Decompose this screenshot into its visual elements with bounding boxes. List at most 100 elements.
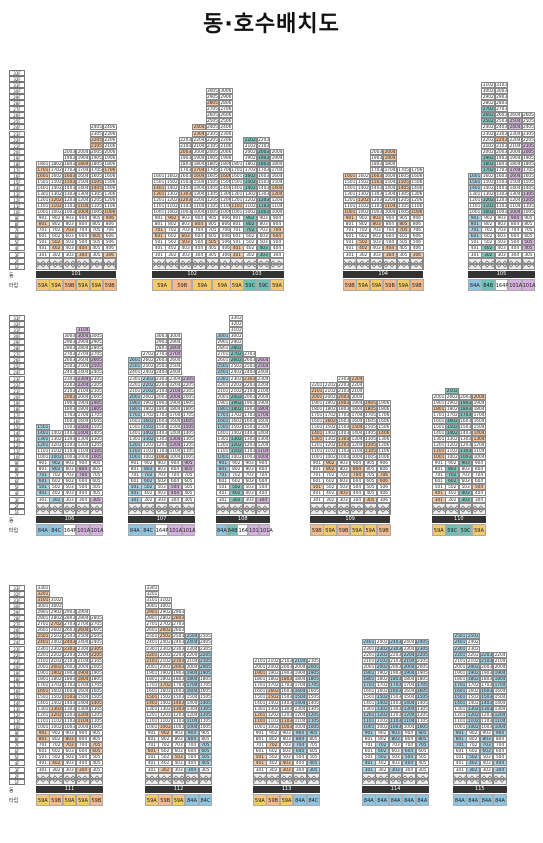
unit-cell: 1305 xyxy=(89,191,104,197)
unit-type-cell: 59A xyxy=(432,523,446,536)
unit-cell: 606 xyxy=(103,233,117,240)
unit-cell: 1303 xyxy=(494,191,509,197)
unit-cell: 406 xyxy=(410,245,424,252)
unit-cell: 1204 xyxy=(76,197,90,204)
unit-type-cell: 84A xyxy=(293,793,307,806)
unit-cell: 302 xyxy=(49,251,64,258)
unit-cell: 1904 xyxy=(192,154,206,161)
unit-cell: 1006 xyxy=(103,209,117,216)
unit-cell: 1904 xyxy=(508,154,522,161)
unit-type-cell: 59A xyxy=(49,278,63,291)
unit-cell: 1803 xyxy=(256,160,271,167)
unit-cell: 1002 xyxy=(481,209,496,216)
unit-cell: 1604 xyxy=(270,172,284,179)
dong-number: 106 xyxy=(36,515,103,523)
unit-cell: 701 xyxy=(230,227,244,234)
unit-cell: 704 xyxy=(508,227,522,234)
dong-number: 115 xyxy=(453,785,507,793)
unit-cell: 303 xyxy=(62,251,77,258)
unit-cell: 2505 xyxy=(205,118,220,125)
unit-cell: 1603 xyxy=(62,172,77,179)
unit-cell: 1304 xyxy=(270,191,284,197)
unit-cell: 1504 xyxy=(192,178,206,185)
unit-cell: 1703 xyxy=(62,411,77,418)
floor-label: 23F xyxy=(9,130,25,137)
unit-cell: 1204 xyxy=(383,197,397,204)
unit-cell: 1204 xyxy=(270,197,284,204)
unit-cell: 1803 xyxy=(369,160,384,167)
floor-label: 17F xyxy=(9,166,25,173)
unit-cell: 1503 xyxy=(62,178,77,185)
unit-cell: 2203 xyxy=(62,381,77,388)
pilotis-hatch xyxy=(128,502,195,515)
unit-cell: 401 xyxy=(343,245,357,252)
unit-cell: 1503 xyxy=(494,178,509,185)
unit-cell: 604 xyxy=(508,233,522,240)
unit-cell: 903 xyxy=(178,215,193,222)
unit-cell: 1406 xyxy=(410,184,424,191)
unit-type-cell: 101A xyxy=(248,523,262,536)
unit-cell: 3103 xyxy=(494,82,509,89)
floor-label: 20F xyxy=(9,148,25,155)
unit-type-cell: 59A xyxy=(253,793,267,806)
unit-cell: 2004 xyxy=(508,148,522,155)
floor-label: 5F xyxy=(9,239,25,246)
floor-label: 4F xyxy=(9,490,25,497)
floor-label: 15F xyxy=(9,423,25,430)
unit-cell: 2903 xyxy=(62,339,77,346)
dong-number: 108 xyxy=(216,515,270,523)
unit-cell: 1703 xyxy=(256,166,271,173)
unit-cell: 2004 xyxy=(383,148,397,155)
unit-cell: 305 xyxy=(89,251,104,258)
unit-cell: 305 xyxy=(521,251,536,258)
unit-cell: 2005 xyxy=(205,148,220,155)
floor-label: 22F xyxy=(9,381,25,388)
unit-cell: 601 xyxy=(343,233,357,240)
unit-cell: 1605 xyxy=(205,172,220,179)
unit-cell: 1103 xyxy=(62,203,77,210)
unit-cell: 702 xyxy=(243,227,258,234)
unit-cell: 1401 xyxy=(36,184,50,191)
unit-cell: 1106 xyxy=(410,203,424,210)
unit-cell: 1501 xyxy=(36,423,50,430)
unit-cell: 1701 xyxy=(230,166,244,173)
unit-cell: 405 xyxy=(89,245,104,252)
unit-cell: 1504 xyxy=(270,178,284,185)
unit-type-cell: 84A xyxy=(185,793,199,806)
unit-cell: 1603 xyxy=(62,417,77,424)
unit-cell: 2505 xyxy=(521,118,536,125)
unit-cell: 2403 xyxy=(494,124,509,131)
unit-type-cell: 59A xyxy=(36,793,50,806)
unit-cell: 1102 xyxy=(49,448,64,455)
unit-cell: 3003 xyxy=(494,88,509,95)
unit-cell: 1602 xyxy=(165,172,180,179)
unit-cell: 1301 xyxy=(468,191,482,197)
unit-cell: 401 xyxy=(36,245,50,252)
unit-type-cell: 84A xyxy=(402,793,416,806)
unit-cell: 2102 xyxy=(481,142,496,149)
unit-cell: 1202 xyxy=(49,442,64,449)
unit-cell: 404 xyxy=(192,245,206,252)
unit-cell: 1102 xyxy=(243,203,258,210)
unit-cell: 902 xyxy=(165,215,180,222)
unit-cell: 806 xyxy=(103,221,117,228)
unit-cell: 905 xyxy=(89,215,104,222)
unit-cell: 2802 xyxy=(481,100,496,107)
unit-type-cell: 59A xyxy=(145,793,159,806)
unit-cell: 2002 xyxy=(243,148,258,155)
unit-cell: 601 xyxy=(152,233,166,240)
unit-cell: 901 xyxy=(343,215,357,222)
unit-cell: 1304 xyxy=(508,191,522,197)
unit-cell: 604 xyxy=(270,233,284,240)
unit-cell: 1306 xyxy=(410,191,424,197)
unit-cell: 1104 xyxy=(383,203,397,210)
unit-cell: 2405 xyxy=(521,124,536,131)
unit-cell: 2105 xyxy=(521,142,536,149)
unit-cell: 2406 xyxy=(103,124,117,131)
unit-cell: 1601 xyxy=(36,172,50,179)
unit-cell: 703 xyxy=(178,227,193,234)
unit-cell: 804 xyxy=(76,221,90,228)
unit-cell: 1101 xyxy=(152,203,166,210)
unit-cell: 902 xyxy=(49,215,64,222)
unit-cell: 605 xyxy=(521,233,536,240)
